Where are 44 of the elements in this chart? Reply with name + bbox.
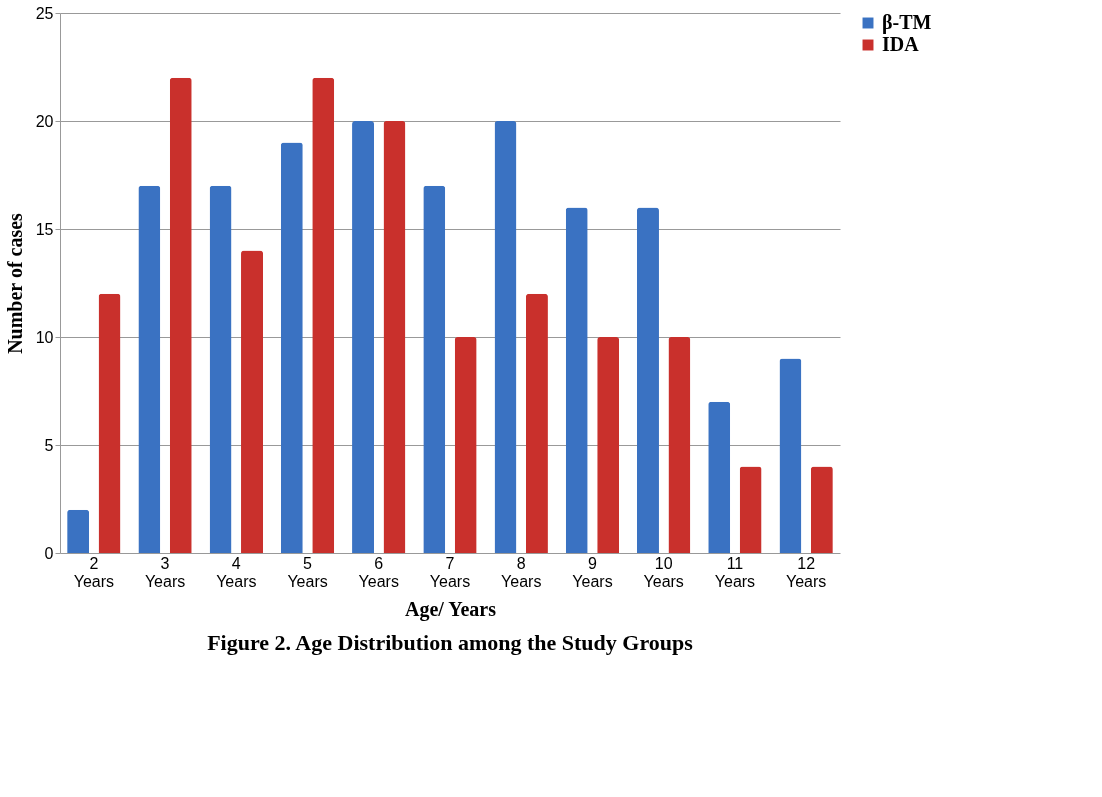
bar [597,337,620,553]
legend-label: IDA [882,33,920,55]
y-tick-label: 10 [35,328,54,346]
x-tick-label: 9 Years [572,554,613,590]
x-tick-label: 4 Years [216,554,257,590]
bar [668,337,691,553]
x-axis-title: Age/ Years [405,597,497,621]
x-tick-label: 2 Years [73,554,114,590]
bar [209,185,232,553]
y-axis-title: Number of cases [3,212,26,354]
bar [280,142,303,553]
x-tick-label: 5 Years [287,554,328,590]
bar [739,466,762,553]
x-tick-label: 10 Years [643,554,684,590]
bar [779,358,802,553]
bar [525,293,548,553]
bar [565,207,588,553]
legend-label: β-TM [882,11,932,34]
x-tick-label: 8 Years [501,554,542,590]
y-tick-label: 15 [35,220,54,238]
text: Figure 2. Age Distribution among the Study Groups [207,630,694,655]
bar [636,207,659,553]
y-tick-label: 0 [44,544,54,562]
y-tick-label: 5 [44,436,54,454]
bar [810,466,833,553]
x-tick-label: 3 Years [144,554,186,590]
bar [241,250,264,553]
bar [138,185,161,553]
x-tick-label: 6 Years [358,554,399,590]
bar [352,121,375,553]
bar [98,293,121,553]
bar [494,121,517,553]
bar [423,185,446,553]
y-tick-label: 25 [35,4,54,22]
bar [383,121,406,553]
bar [454,337,477,553]
y-tick-label: 20 [35,112,54,130]
bar [708,401,731,553]
bar [312,77,335,553]
x-tick-label: 11 Years [714,554,756,590]
x-tick-label: 7 Years [429,554,471,590]
bar [169,77,192,553]
bar [67,509,90,553]
x-tick-label: 12 Years [786,554,827,590]
